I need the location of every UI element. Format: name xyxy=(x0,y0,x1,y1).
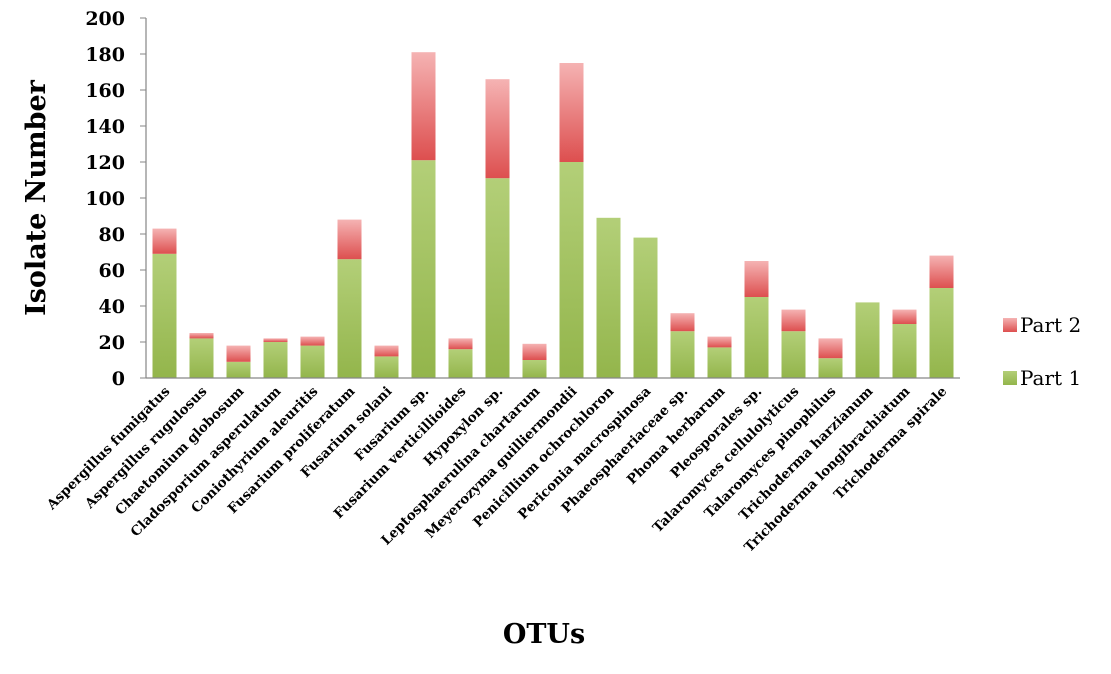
bar-part-2 xyxy=(152,228,177,254)
bar-part-2 xyxy=(226,345,251,362)
bar-part-2 xyxy=(929,255,954,288)
bar-part-2 xyxy=(300,336,325,346)
bar-part-1 xyxy=(892,324,917,378)
bar-part-1 xyxy=(485,178,510,378)
y-tick-label: 60 xyxy=(99,260,125,282)
bar-part-2 xyxy=(707,336,732,348)
legend-label-part-2: Part 2 xyxy=(1020,313,1081,337)
bar-part-1 xyxy=(226,361,251,378)
bar-part-2 xyxy=(818,338,843,359)
bar-part-2 xyxy=(781,309,806,332)
bar-part-1 xyxy=(522,360,547,378)
y-tick-label: 160 xyxy=(85,80,125,102)
y-tick-label: 40 xyxy=(99,296,125,318)
bar-part-2 xyxy=(485,79,510,179)
y-tick-label: 20 xyxy=(99,332,125,354)
y-tick-label: 80 xyxy=(99,224,125,246)
bar-part-1 xyxy=(448,349,473,378)
bar-part-2 xyxy=(448,338,473,350)
bar-part-2 xyxy=(892,309,917,324)
legend-swatch-part-1 xyxy=(1003,371,1017,385)
bar-part-1 xyxy=(633,237,658,378)
y-axis-title: Isolate Number xyxy=(21,79,52,316)
bar-part-1 xyxy=(263,342,288,378)
y-axis-ticks: 0 20 40 60 80 100 120 140 160 180 200 xyxy=(85,8,146,390)
axes xyxy=(145,18,960,379)
bar-part-1 xyxy=(374,356,399,378)
legend-swatch-part-2 xyxy=(1003,318,1017,332)
bar-part-1 xyxy=(337,259,362,378)
bar-part-2 xyxy=(189,333,214,339)
y-tick-label: 200 xyxy=(85,8,125,30)
bar-part-2 xyxy=(670,313,695,332)
bar-part-1 xyxy=(411,160,436,378)
bar-part-1 xyxy=(300,345,325,378)
bar-part-2 xyxy=(263,338,288,342)
bar-part-1 xyxy=(707,347,732,378)
bar-part-1 xyxy=(596,217,621,378)
bar-part-2 xyxy=(522,343,547,360)
bar-part-2 xyxy=(411,52,436,161)
bar-part-1 xyxy=(781,331,806,378)
legend: Part 2 Part 1 xyxy=(1003,313,1081,390)
y-tick-label: 100 xyxy=(85,188,125,210)
bar-part-2 xyxy=(374,345,399,357)
bar-part-2 xyxy=(744,261,769,297)
bar-part-1 xyxy=(670,331,695,378)
y-tick-label: 120 xyxy=(85,152,125,174)
legend-label-part-1: Part 1 xyxy=(1020,366,1081,390)
bar-part-1 xyxy=(929,288,954,378)
bar-part-1 xyxy=(818,358,843,378)
x-axis-title: OTUs xyxy=(503,619,585,650)
bar-part-1 xyxy=(559,162,584,378)
y-tick-label: 0 xyxy=(112,368,125,390)
bar-part-1 xyxy=(152,253,177,378)
bar-part-1 xyxy=(189,338,214,378)
y-tick-label: 180 xyxy=(85,44,125,66)
y-tick-label: 140 xyxy=(85,116,125,138)
bars xyxy=(152,52,954,378)
bar-part-1 xyxy=(744,297,769,378)
bar-part-2 xyxy=(559,63,584,162)
bar-part-2 xyxy=(337,219,362,260)
bar-part-1 xyxy=(855,302,880,378)
